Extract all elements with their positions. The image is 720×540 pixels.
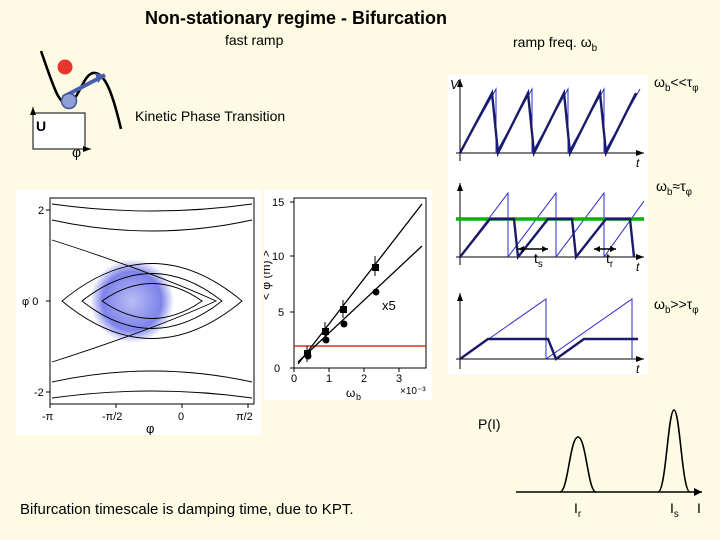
svg-text:t: t — [636, 362, 640, 375]
phi-axis-label: φ — [72, 144, 81, 160]
svg-text:5: 5 — [278, 307, 284, 319]
phase-eye-plot: 2 φ̇ 0 -2 -π -π/2 0 π/2 φ — [16, 190, 261, 435]
cond-1-label: ωb<<τφ — [654, 74, 699, 94]
x5-annotation: x5 — [382, 298, 396, 313]
ramp-panels: V t t — [448, 75, 648, 375]
svg-text:2: 2 — [38, 205, 44, 217]
svg-text:15: 15 — [272, 197, 284, 209]
i-axis-label: I — [697, 500, 701, 516]
svg-text:π/2: π/2 — [236, 411, 253, 423]
svg-text:< φ̂ (m) >: < φ̂ (m) > — [264, 250, 273, 300]
page-title: Non-stationary regime - Bifurcation — [145, 8, 447, 29]
svg-text:t: t — [636, 156, 640, 170]
cond-3-label: ωb>>τφ — [654, 296, 699, 316]
ramp-panel-3: t — [456, 293, 644, 375]
svg-text:1: 1 — [326, 373, 332, 385]
svg-text:×10⁻³: ×10⁻³ — [400, 386, 426, 397]
p-of-i-plot — [514, 404, 706, 498]
fast-ramp-label: fast ramp — [225, 32, 283, 48]
tr-label: tr — [606, 250, 613, 270]
kpt-label: Kinetic Phase Transition — [135, 108, 285, 124]
svg-text:0: 0 — [291, 373, 297, 385]
svg-text:0: 0 — [274, 363, 280, 375]
u-axis-label: U — [36, 118, 46, 134]
svg-text:b: b — [356, 392, 361, 400]
svg-text:0: 0 — [178, 411, 184, 423]
svg-text:-2: -2 — [34, 387, 44, 399]
ir-label: Ir — [574, 500, 581, 520]
svg-text:ω: ω — [346, 386, 355, 400]
is-label: Is — [670, 500, 679, 520]
svg-text:φ̇ 0: φ̇ 0 — [22, 296, 38, 308]
svg-text:3: 3 — [396, 373, 402, 385]
svg-text:10: 10 — [272, 251, 284, 263]
cond-2-label: ωb≈τφ — [656, 178, 692, 198]
ts-label: ts — [534, 250, 543, 270]
svg-text:-π: -π — [42, 411, 54, 423]
svg-text:2: 2 — [361, 373, 367, 385]
p-of-i-label: P(I) — [478, 416, 501, 432]
blue-ball-icon — [62, 94, 77, 109]
linear-plot: 0 5 10 15 0 1 2 3 ×10⁻³ ωb < φ̂ (m) > — [264, 190, 432, 400]
ramp-panel-2: t — [456, 183, 644, 274]
svg-text:φ: φ — [146, 421, 154, 435]
svg-text:-π/2: -π/2 — [102, 411, 122, 423]
potential-well-plot — [23, 45, 123, 155]
ramp-freq-label: ramp freq. ωb — [513, 34, 597, 54]
svg-text:t: t — [636, 260, 640, 274]
red-ball-icon — [58, 60, 73, 75]
svg-text:V: V — [450, 77, 460, 92]
bottom-caption: Bifurcation timescale is damping time, d… — [20, 501, 354, 518]
ramp-panel-1: V t — [450, 77, 644, 170]
